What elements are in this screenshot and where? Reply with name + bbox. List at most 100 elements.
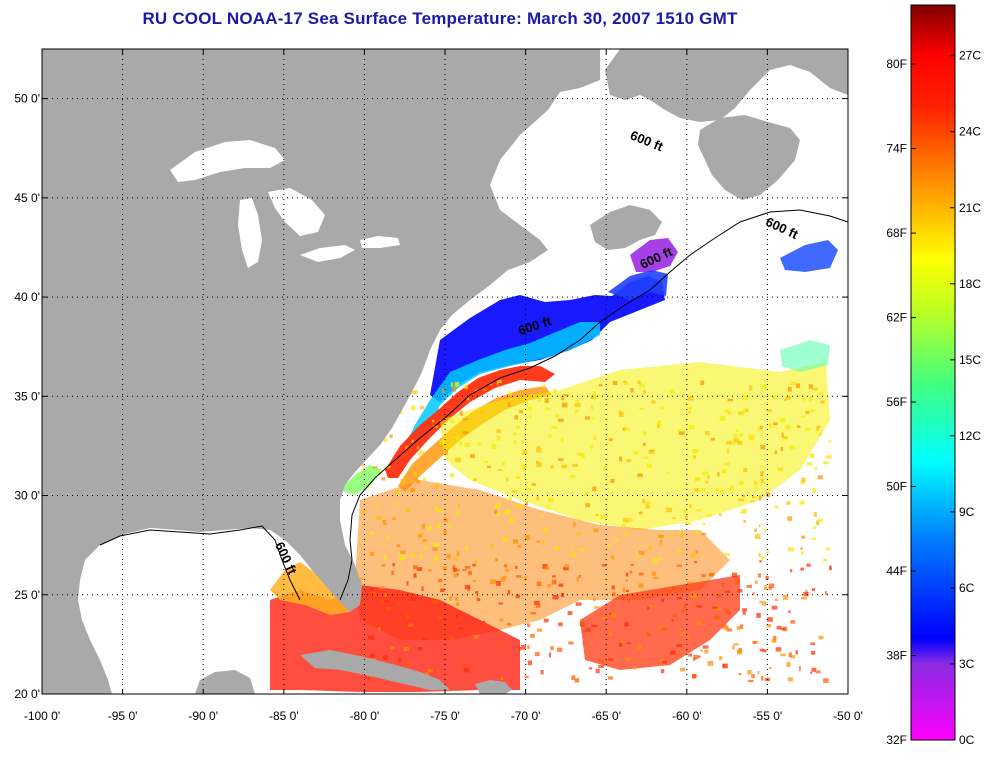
sst-pixel [772,422,778,426]
sst-pixel [672,517,676,520]
sst-pixel [721,469,727,474]
sst-pixel [384,554,387,560]
sst-pixel [551,579,557,585]
sst-pixel [519,409,524,414]
sst-pixel [811,667,817,672]
sst-pixel [422,539,428,542]
sst-pixel [787,547,794,552]
celsius-label: 15C [959,353,981,367]
sst-pixel [591,624,598,628]
sst-pixel [623,518,629,523]
sst-pixel [405,445,410,449]
sst-pixel [795,383,801,388]
lat-label: 35 0' [14,389,40,403]
sst-pixel [455,602,460,606]
sst-pixel [422,637,428,641]
sst-pixel [724,552,730,556]
sst-pixel [527,406,532,411]
sst-pixel [392,563,395,567]
sst-pixel [542,528,548,533]
sst-pixel [658,534,664,539]
sst-pixel [474,634,480,639]
sst-pixel [767,617,773,622]
sst-carolina-coastal [340,465,382,495]
sst-pixel [558,622,563,627]
sst-pixel [677,429,683,432]
sst-pixel [829,567,832,570]
sst-pixel [568,641,574,645]
sst-pixel [593,528,599,533]
sst-pixel [741,508,747,513]
sst-pixel [360,577,363,580]
sst-pixel [507,589,510,595]
color-scale-bar [910,4,956,741]
sst-pixel [796,425,801,428]
lon-label: -80 0' [350,709,380,723]
sst-pixel [527,623,531,628]
sst-pixel [416,567,423,571]
sst-pixel [694,488,699,492]
sst-pixel [785,395,791,400]
sst-pixel [449,595,452,601]
sst-grand-banks-blue [780,240,838,272]
sst-pixel [749,385,753,391]
sst-pixel [553,388,557,394]
sst-pixel [514,415,519,420]
sst-pixel [736,578,740,582]
sst-pixel [805,427,811,431]
sst-pixel [660,669,665,674]
sst-pixel [490,544,495,548]
sst-pixel [575,602,582,606]
lake-huron [268,188,325,236]
sst-pixel [642,498,645,504]
fahrenheit-label: 44F [886,564,907,578]
sst-pixel [455,435,459,439]
sst-pixel [583,492,589,496]
sst-pixel [443,518,449,522]
sst-labrador-purple [630,238,678,272]
sst-pixel [381,599,384,603]
sst-pixel [413,573,417,578]
sst-pixel [441,388,445,393]
sst-pixel [725,609,731,615]
sst-pixel [768,583,775,588]
sst-pixel [808,384,813,389]
sst-pixel [468,571,473,575]
sst-pixel [482,388,487,392]
sst-pixel [560,437,564,442]
sst-pixel [692,673,696,679]
sst-pixel [628,518,633,522]
sst-pixel [742,395,749,400]
fahrenheit-label: 68F [886,226,907,240]
sst-pixel [608,658,614,661]
sst-pixel [382,600,389,603]
sst-pixel [383,438,388,443]
sst-pixel [530,633,535,638]
sst-pixel [752,592,755,595]
sst-pixel [813,512,817,517]
sst-pixel [667,471,670,474]
sst-pixel [400,479,405,484]
sst-pixel [817,475,823,480]
fahrenheit-label: 38F [886,649,907,663]
sst-pixel [382,519,387,523]
sst-pixel [463,667,470,673]
sst-pixel [576,532,581,536]
sst-pixel [786,501,791,505]
sst-pixel [406,613,409,617]
sst-pixel [453,567,457,572]
sst-pixel [524,576,528,581]
sst-pixel [714,615,720,620]
sst-pixel [389,434,393,438]
sst-pixel [643,431,647,436]
sst-pixel [370,531,374,535]
sst-pixel [406,615,410,620]
sst-pixel [660,539,663,545]
sst-slope-cyan [780,340,830,372]
sst-pixel [423,541,427,544]
celsius-label: 12C [959,429,981,443]
sst-pixel [819,432,822,436]
sst-pixel [672,613,677,617]
sst-pixel [533,601,540,605]
sst-pixel [660,659,663,663]
